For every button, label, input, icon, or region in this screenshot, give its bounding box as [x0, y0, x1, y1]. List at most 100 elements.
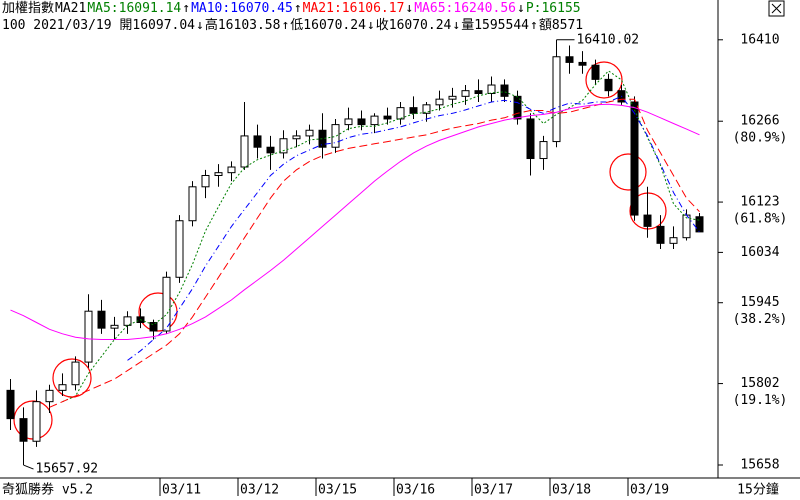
- candle-body: [565, 56, 574, 63]
- header-item: ↑: [293, 1, 302, 16]
- candle-body: [227, 166, 236, 174]
- highlight-circle: [609, 153, 647, 191]
- header-item: MA65:16240.56: [414, 1, 516, 16]
- candle-body: [396, 107, 405, 120]
- candle-body: [149, 322, 158, 332]
- candle-body: [162, 276, 171, 332]
- candle-body: [604, 78, 613, 92]
- header-item: ↓: [405, 1, 414, 16]
- header-item: MA21: [55, 1, 87, 16]
- candle-body: [344, 118, 353, 126]
- low-annotation: 15657.92: [36, 462, 99, 477]
- ma-line: [127, 95, 700, 361]
- candle-body: [448, 95, 457, 100]
- highlight-circle: [138, 292, 178, 332]
- header-item: MA10:16070.45: [191, 1, 293, 16]
- candle-body: [279, 138, 288, 154]
- x-tick-label: 03/15: [318, 483, 357, 498]
- x-tick-label: 03/18: [552, 483, 591, 498]
- header-item: 高16103.58: [204, 18, 281, 33]
- candle-body: [214, 172, 223, 176]
- x-tick-label: 03/12: [240, 483, 279, 498]
- candle-body: [292, 135, 301, 140]
- candle-body: [383, 115, 392, 120]
- highlight-circles: [13, 61, 667, 440]
- header-item: MA5:16091.14: [87, 1, 182, 16]
- y-tick-note: (61.8%): [733, 212, 788, 227]
- candle-body: [266, 146, 275, 154]
- y-tick-label: 16410: [740, 32, 779, 47]
- header-item: MA21:16106.17: [302, 1, 405, 16]
- header-item: ↓: [516, 1, 525, 16]
- candle-body: [318, 129, 327, 148]
- candle-body: [71, 361, 80, 386]
- header-item: 量1595544: [461, 18, 529, 33]
- y-tick-note: (19.1%): [733, 393, 788, 408]
- y-tick-label: 15802: [740, 376, 779, 391]
- candle-body: [500, 84, 509, 97]
- candle-body: [45, 389, 54, 403]
- candle-body: [175, 220, 184, 278]
- candle-body: [357, 118, 366, 126]
- header-item: ↑: [281, 18, 290, 33]
- header-item: ↓: [452, 18, 461, 33]
- indicator-header: 加權指數MA21MA5:16091.14↑MA10:16070.45↑MA21:…: [2, 1, 582, 17]
- y-tick-label: 15945: [740, 295, 779, 310]
- header-item: 收16070.24: [375, 18, 452, 33]
- candle-body: [19, 418, 28, 442]
- header-item: P:16155: [525, 1, 581, 16]
- header-item: ↓: [366, 18, 375, 33]
- header-item: ↑: [182, 1, 191, 16]
- candle-body: [591, 64, 600, 80]
- brand-label: 奇狐勝券 v5.2: [2, 482, 93, 498]
- candle-body: [422, 104, 431, 114]
- header-item: 加權指數: [2, 1, 55, 16]
- candle-body: [656, 225, 665, 244]
- candle-body: [110, 324, 119, 329]
- candle-body: [578, 61, 587, 66]
- candle-body: [32, 401, 41, 442]
- y-tick-label: 16123: [740, 195, 779, 210]
- x-tick-label: 03/16: [396, 483, 435, 498]
- x-tick-label: 03/17: [474, 483, 513, 498]
- candle-body: [409, 107, 418, 114]
- close-icon: [771, 3, 782, 14]
- candle-body: [240, 135, 249, 168]
- y-tick-label: 16034: [740, 245, 779, 260]
- candle-body: [201, 174, 210, 188]
- candle-body: [552, 56, 561, 143]
- y-tick-label: 15658: [740, 457, 779, 472]
- y-tick-note: (38.2%): [733, 312, 788, 327]
- header-item: 額8571: [538, 18, 584, 33]
- candle-body: [474, 90, 483, 95]
- candle-body: [539, 141, 548, 160]
- header-item: 100 2021/03/19 開16097.04: [2, 18, 196, 33]
- candle-body: [97, 310, 106, 329]
- candle-body: [630, 101, 639, 216]
- candle-body: [188, 186, 197, 222]
- candle-body: [331, 124, 340, 148]
- annotation-leader: [23, 464, 34, 470]
- period-label: 15分鐘: [737, 482, 779, 498]
- header-item: ↓: [196, 18, 204, 33]
- ma-line: [62, 70, 700, 403]
- candle-body: [526, 118, 535, 160]
- candle-body: [669, 237, 678, 244]
- candle-body: [643, 214, 652, 227]
- highlight-circle: [585, 61, 623, 99]
- ma-line: [10, 103, 700, 340]
- ma-line: [49, 98, 700, 408]
- y-tick-label: 16266: [740, 114, 779, 129]
- candle-body: [6, 389, 15, 420]
- quote-header: 100 2021/03/19 開16097.04↓高16103.58↑低1607…: [2, 18, 584, 34]
- candle-body: [253, 135, 262, 148]
- high-annotation: 16410.02: [577, 32, 640, 47]
- x-tick-label: 03/19: [630, 483, 669, 498]
- header-item: 低16070.24: [290, 18, 366, 33]
- candle-body: [461, 90, 470, 97]
- x-tick-label: 03/11: [162, 483, 201, 498]
- candle-body: [84, 310, 93, 363]
- candle-body: [435, 98, 444, 106]
